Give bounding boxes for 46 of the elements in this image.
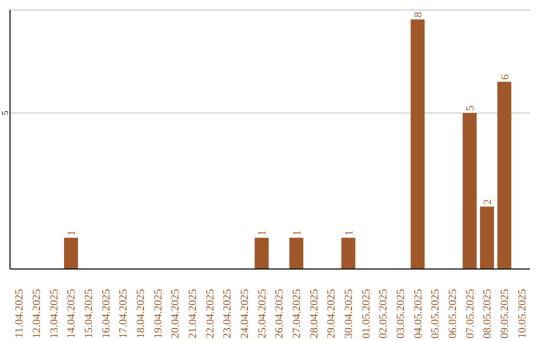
x-tick-label: 18.04.2025 xyxy=(135,288,147,338)
x-tick-label: 11.04.2025 xyxy=(14,288,26,338)
x-tick-label: 24.04.2025 xyxy=(239,288,251,338)
x-tick-label: 23.04.2025 xyxy=(222,288,234,338)
x-tick-label: 19.04.2025 xyxy=(152,288,164,338)
x-tick-label: 13.04.2025 xyxy=(48,288,60,338)
bar xyxy=(341,238,356,269)
bar xyxy=(410,19,425,269)
x-tick-label: 27.04.2025 xyxy=(291,288,303,338)
x-tick-label: 25.04.2025 xyxy=(256,288,268,338)
x-tick-label: 15.04.2025 xyxy=(83,288,95,338)
x-tick-label: 05.05.2025 xyxy=(430,288,442,338)
bar xyxy=(289,238,304,269)
data-label: 1 xyxy=(291,230,304,236)
x-tick-label: 20.04.2025 xyxy=(170,288,182,338)
data-label: 1 xyxy=(343,230,356,236)
data-label: 5 xyxy=(464,104,477,111)
data-label: 6 xyxy=(499,74,512,80)
x-tick-label: 28.04.2025 xyxy=(308,288,320,338)
bar xyxy=(497,82,512,269)
bar xyxy=(64,238,78,269)
data-label: 1 xyxy=(66,230,78,236)
x-tick-label: 30.04.2025 xyxy=(343,288,355,338)
x-tick-label: 29.04.2025 xyxy=(326,288,338,338)
x-tick-label: 06.05.2025 xyxy=(447,288,459,338)
bar xyxy=(462,112,477,269)
bar xyxy=(254,238,269,269)
data-label: 2 xyxy=(482,199,494,205)
x-tick-label: 07.05.2025 xyxy=(464,288,476,338)
x-tick-label: 16.04.2025 xyxy=(100,288,112,338)
x-tick-label: 10.05.2025 xyxy=(516,288,528,338)
x-tick-label: 17.04.2025 xyxy=(118,288,130,338)
x-tick-label: 01.05.2025 xyxy=(360,288,372,338)
x-tick-label: 22.04.2025 xyxy=(204,288,216,338)
bar xyxy=(480,206,494,269)
data-label: 8 xyxy=(412,11,425,18)
x-tick-label: 02.05.2025 xyxy=(378,288,390,338)
x-tick-label: 26.04.2025 xyxy=(274,288,286,338)
x-tick-label: 21.04.2025 xyxy=(187,288,199,338)
data-label: 1 xyxy=(256,230,269,236)
x-tick-label: 03.05.2025 xyxy=(395,288,407,338)
x-tick-label: 12.04.2025 xyxy=(31,288,43,338)
x-tick-label: 08.05.2025 xyxy=(482,288,494,338)
x-tick-label: 04.05.2025 xyxy=(412,288,424,338)
x-tick-label: 14.04.2025 xyxy=(66,288,78,338)
x-tick-label: 09.05.2025 xyxy=(499,288,511,338)
